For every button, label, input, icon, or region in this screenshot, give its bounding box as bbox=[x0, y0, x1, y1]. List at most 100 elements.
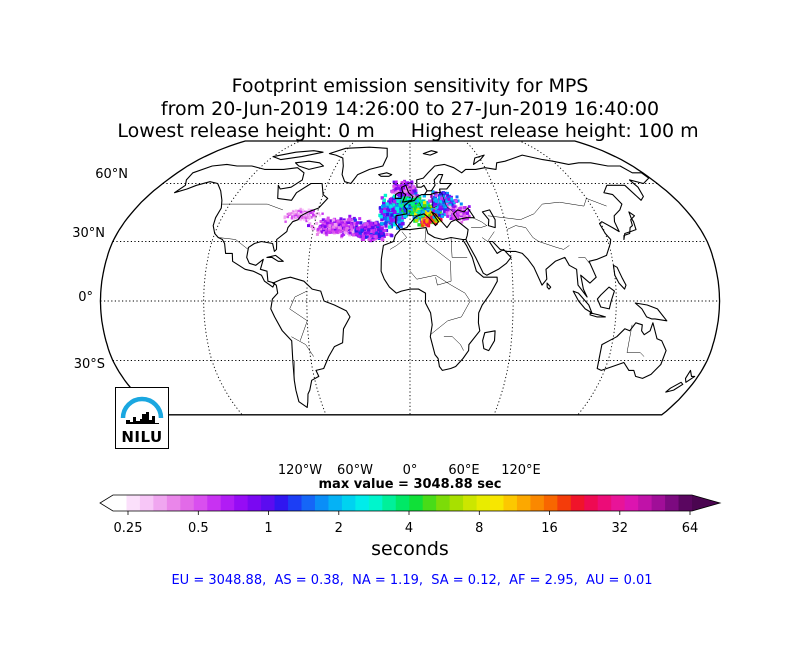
plume-cell bbox=[406, 181, 410, 185]
plume-cell bbox=[295, 212, 298, 215]
plume-cell bbox=[324, 223, 327, 227]
plume-cell bbox=[448, 205, 452, 209]
plume-cell bbox=[372, 229, 376, 233]
plume-cell bbox=[299, 218, 302, 222]
plume-cell bbox=[311, 227, 315, 231]
plume-cell bbox=[348, 233, 352, 237]
plume-cell bbox=[385, 232, 389, 236]
plume-cell bbox=[407, 185, 411, 189]
plume-cell bbox=[348, 231, 352, 235]
coastline-south-america bbox=[270, 276, 351, 408]
plume-cell bbox=[344, 221, 348, 225]
map-content bbox=[100, 141, 720, 415]
plume-cell bbox=[370, 234, 374, 238]
plume-cell bbox=[432, 209, 436, 213]
plume-cell bbox=[391, 190, 395, 194]
plume-cell bbox=[425, 222, 429, 225]
country-border bbox=[409, 271, 471, 335]
plume-cell bbox=[388, 225, 392, 229]
colorbar-cell bbox=[355, 495, 370, 511]
plume-cell bbox=[398, 184, 402, 188]
plume-cell bbox=[394, 187, 398, 191]
lon-label-60e: 60°E bbox=[448, 463, 480, 478]
colorbar-cell bbox=[166, 495, 181, 511]
colorbar-cell bbox=[543, 495, 558, 511]
coastline-indonesia-borneo bbox=[596, 286, 615, 310]
plume-cell bbox=[428, 220, 432, 224]
plume-cell bbox=[382, 201, 386, 205]
plume-cell bbox=[371, 224, 375, 228]
plume-cell bbox=[313, 215, 316, 218]
plume-cell bbox=[440, 207, 444, 211]
plume-cell bbox=[398, 214, 402, 218]
plume-cell bbox=[369, 221, 373, 226]
plume-cell bbox=[430, 215, 434, 219]
colorbar-cell bbox=[503, 495, 518, 511]
plume-cell bbox=[410, 188, 414, 192]
plume-cell bbox=[328, 231, 332, 234]
plume-cell bbox=[341, 223, 345, 227]
plume-cell bbox=[454, 213, 457, 217]
plume-cell bbox=[325, 221, 329, 225]
plume-cell bbox=[389, 216, 393, 220]
plume-cell bbox=[442, 204, 446, 208]
plume-cell bbox=[400, 222, 405, 226]
country-border bbox=[222, 203, 283, 211]
plume-cell bbox=[367, 225, 371, 229]
plume-cell bbox=[455, 207, 458, 211]
plume-cell bbox=[366, 220, 370, 224]
plume-cell bbox=[380, 231, 384, 235]
plume-cell bbox=[462, 215, 466, 219]
plume-cell bbox=[376, 222, 380, 226]
plume-cell bbox=[421, 210, 425, 215]
plume-cell bbox=[324, 228, 328, 232]
plume-cell bbox=[294, 216, 298, 219]
plume-cell bbox=[454, 199, 458, 203]
plume-cell bbox=[355, 221, 360, 225]
plume-cell bbox=[384, 221, 388, 225]
plume-cell bbox=[347, 228, 351, 232]
plume-cell bbox=[430, 218, 434, 222]
plume-cell bbox=[445, 204, 449, 208]
plume-cell bbox=[422, 204, 427, 208]
plume-cell bbox=[378, 235, 382, 239]
coastline-new-guinea bbox=[634, 302, 668, 322]
plume-cell bbox=[324, 218, 328, 222]
plume-cell bbox=[327, 227, 331, 231]
plume-cell bbox=[439, 200, 443, 204]
plume-cell bbox=[423, 207, 427, 212]
lon-label-0: 0° bbox=[402, 463, 418, 478]
colorbar-cell bbox=[570, 495, 585, 511]
plume-cell bbox=[395, 197, 399, 201]
plume-cell bbox=[459, 212, 463, 216]
plume-cell bbox=[387, 216, 391, 220]
colorbar-cell bbox=[665, 495, 679, 511]
plume-cell bbox=[442, 198, 446, 202]
plume-cell bbox=[439, 216, 443, 220]
plume-cell bbox=[283, 215, 286, 218]
plume-cell bbox=[369, 239, 373, 243]
plume-cell bbox=[397, 217, 401, 222]
colorbar-under-triangle bbox=[100, 495, 113, 511]
plume-cell bbox=[390, 213, 394, 217]
plume-cell bbox=[358, 229, 362, 234]
plume-cell bbox=[374, 221, 378, 225]
colorbar-cell bbox=[651, 495, 666, 511]
plume-cell bbox=[394, 191, 398, 195]
plume-cell bbox=[302, 216, 306, 219]
plume-cell bbox=[358, 217, 362, 221]
plume-cell bbox=[424, 212, 428, 216]
plume-cell bbox=[392, 188, 396, 192]
plume-cell bbox=[383, 228, 387, 233]
plume-cell bbox=[294, 209, 298, 212]
plume-cell bbox=[409, 196, 413, 201]
plume-cell bbox=[339, 217, 343, 221]
plume-cell bbox=[357, 234, 361, 238]
lat-label-30s: 30°S bbox=[73, 357, 105, 372]
plume-cell bbox=[414, 207, 418, 211]
plume-cell bbox=[419, 210, 423, 214]
plume-cell bbox=[321, 212, 324, 215]
plume-cell bbox=[438, 205, 442, 209]
plume-cell bbox=[446, 215, 449, 218]
plume-cell bbox=[399, 224, 403, 229]
